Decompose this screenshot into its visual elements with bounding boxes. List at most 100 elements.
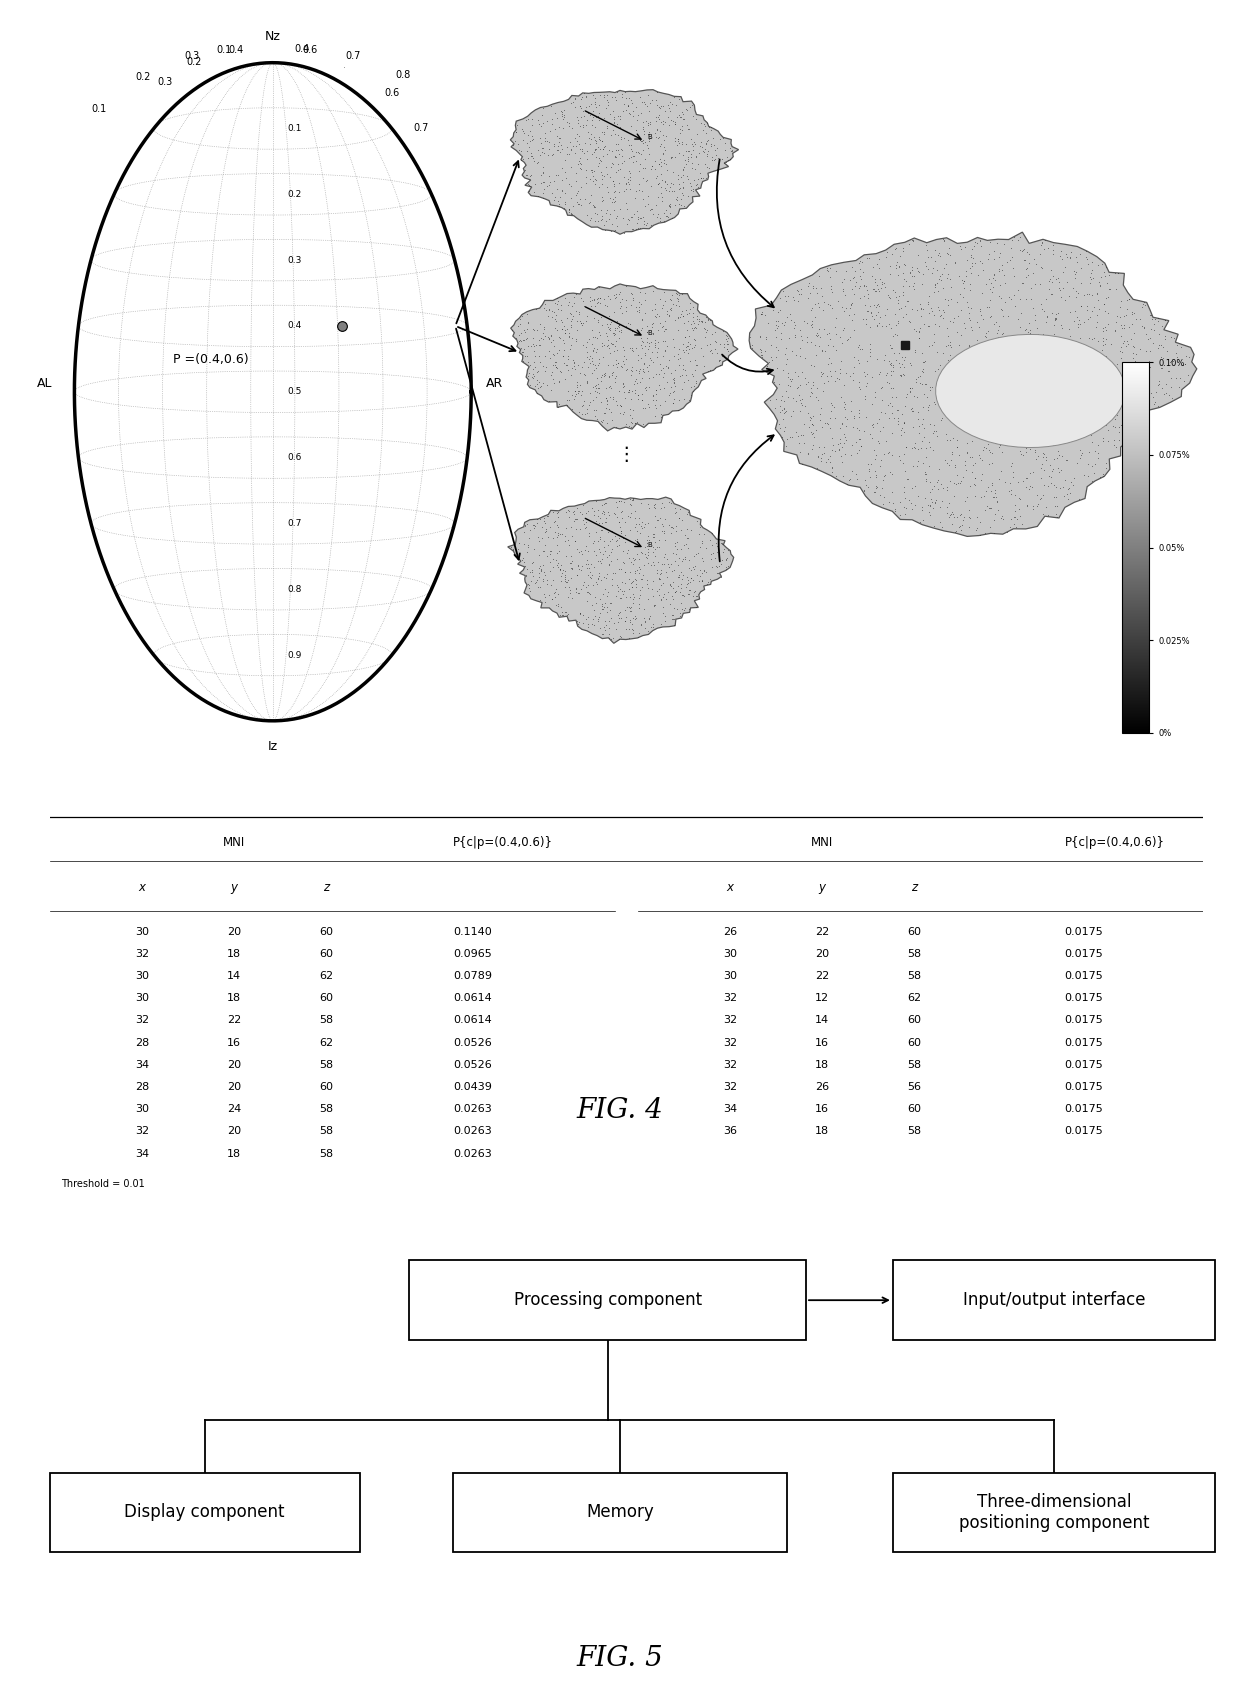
Point (634, 350, 653, 377)
Point (614, 98, 634, 125)
Point (773, 357, 792, 384)
Point (691, 158, 711, 185)
Point (672, 595, 692, 622)
Point (661, 286, 681, 313)
Point (830, 426, 849, 453)
Point (580, 189, 600, 216)
Point (873, 475, 893, 502)
Point (646, 381, 666, 408)
Point (525, 317, 544, 344)
Point (751, 339, 771, 366)
Point (516, 318, 536, 345)
Point (587, 371, 606, 398)
Point (653, 551, 673, 578)
Point (594, 285, 614, 312)
Point (903, 226, 923, 253)
Point (801, 297, 821, 324)
Point (1003, 458, 1023, 485)
Point (525, 514, 544, 541)
Point (668, 165, 688, 192)
Point (1004, 396, 1024, 423)
Point (990, 431, 1009, 458)
Point (630, 369, 650, 396)
Point (528, 369, 548, 396)
Text: Input/output interface: Input/output interface (962, 1291, 1146, 1309)
Text: 16: 16 (227, 1038, 241, 1048)
Point (913, 450, 932, 477)
Point (1076, 364, 1096, 391)
Point (554, 566, 574, 593)
Point (791, 386, 811, 413)
Point (573, 288, 593, 315)
Point (620, 485, 640, 512)
Point (651, 160, 671, 187)
Point (671, 571, 691, 598)
Point (631, 489, 651, 516)
Point (578, 118, 598, 145)
Point (851, 433, 870, 460)
Point (578, 202, 598, 229)
Point (1028, 492, 1048, 519)
Point (999, 411, 1019, 438)
Point (1055, 286, 1075, 313)
Point (1032, 254, 1052, 281)
Point (844, 280, 864, 307)
Point (594, 81, 614, 108)
Point (1141, 379, 1161, 406)
Point (916, 231, 936, 258)
Point (923, 489, 942, 516)
Point (518, 133, 538, 160)
Point (582, 157, 601, 184)
Point (680, 170, 699, 197)
Point (1017, 256, 1037, 283)
Point (765, 394, 785, 421)
Point (644, 494, 663, 521)
Point (872, 271, 892, 298)
Point (610, 598, 630, 625)
Point (675, 339, 694, 366)
Point (942, 381, 962, 408)
Point (854, 271, 874, 298)
Point (574, 140, 594, 167)
Point (920, 377, 940, 404)
Point (1035, 443, 1055, 470)
Point (678, 366, 698, 393)
Point (616, 96, 636, 123)
Point (1112, 329, 1132, 356)
Point (1032, 229, 1052, 256)
Point (994, 327, 1014, 354)
Point (901, 396, 921, 423)
Point (635, 511, 655, 538)
Point (1073, 415, 1092, 441)
Point (583, 571, 603, 598)
Point (1091, 337, 1111, 364)
Point (957, 438, 977, 465)
Point (564, 386, 584, 413)
Point (529, 142, 549, 169)
Point (970, 248, 990, 275)
Point (877, 361, 897, 388)
Point (812, 415, 832, 441)
Point (771, 318, 791, 345)
Point (604, 322, 624, 349)
Point (627, 199, 647, 226)
Point (651, 571, 671, 598)
Point (650, 116, 670, 143)
Point (1007, 506, 1027, 532)
Point (920, 468, 940, 495)
Point (869, 418, 889, 445)
Point (972, 305, 992, 332)
Point (626, 148, 646, 175)
Point (609, 168, 629, 195)
Point (1096, 254, 1116, 281)
Point (883, 479, 903, 506)
Point (585, 356, 605, 382)
Point (1089, 445, 1109, 472)
Point (598, 115, 618, 142)
Point (1049, 409, 1069, 436)
Point (875, 361, 895, 388)
Point (672, 548, 692, 575)
Point (707, 155, 727, 182)
Point (751, 337, 771, 364)
Point (1071, 293, 1091, 320)
